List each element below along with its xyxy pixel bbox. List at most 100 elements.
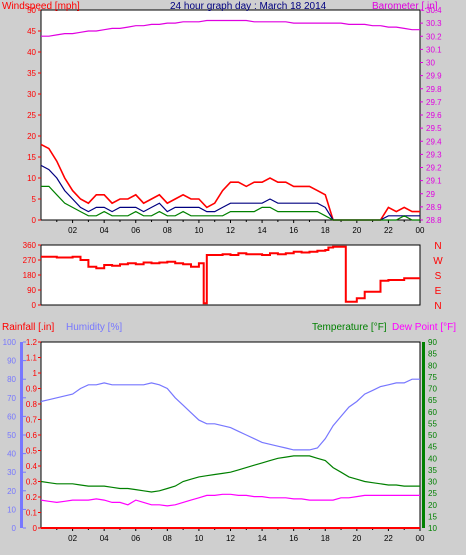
y-tick-label: 0.2: [26, 493, 38, 502]
x-tick-label: 08: [163, 226, 172, 235]
y-tick-label: 29.7: [426, 98, 442, 107]
y-tick-label: 1: [33, 369, 38, 378]
y-tick-label: 29.2: [426, 164, 442, 173]
gust-series-line: [41, 185, 420, 221]
x-tick-label: 18: [321, 226, 330, 235]
y-tick-label: 1.2: [26, 338, 38, 347]
y-tick-label: 0: [32, 301, 37, 310]
y-tick-label: 29.9: [426, 72, 442, 81]
y-tick-label: 90: [428, 338, 437, 347]
x-tick-label: 22: [384, 534, 393, 543]
y-tick-label: 0.5: [26, 447, 38, 456]
x-tick-label: 04: [100, 226, 109, 235]
compass-label: N: [434, 241, 441, 252]
y-tick-label: 0.4: [26, 462, 38, 471]
humidity-axis-label: Humidity [%]: [66, 322, 122, 333]
wind-baro-plot-area: [40, 9, 421, 221]
y-tick-label: 0.3: [26, 478, 38, 487]
y-tick-label: 360: [23, 241, 37, 250]
y-tick-label: 60: [7, 412, 16, 421]
y-tick-label: 35: [428, 466, 437, 475]
temperature-axis-bar: [422, 342, 425, 528]
y-tick-label: 40: [7, 450, 16, 459]
x-tick-label: 10: [194, 226, 203, 235]
y-tick-label: 55: [428, 419, 437, 428]
y-tick-label: 29.6: [426, 111, 442, 120]
rain-temp-series: [40, 378, 420, 529]
y-tick-label: 270: [23, 256, 37, 265]
y-tick-label: 15: [428, 512, 437, 521]
direction-degree-ticks: 0 90 180 270 360: [23, 241, 41, 310]
y-tick-label: 29: [426, 190, 435, 199]
y-tick-label: 29.1: [426, 177, 442, 186]
x-tick-label: 00: [416, 534, 425, 543]
y-tick-label: 85: [428, 350, 437, 359]
y-tick-label: 0: [33, 524, 38, 533]
y-tick-label: 10: [428, 524, 437, 533]
compass-label: S: [435, 271, 442, 282]
y-tick-label: 1.1: [26, 354, 38, 363]
humidity-series-line: [40, 378, 420, 451]
x-tick-label: 16: [289, 534, 298, 543]
y-tick-label: 40: [428, 454, 437, 463]
baro-axis-label: Barometer [.in]: [372, 1, 438, 12]
y-tick-label: 70: [428, 385, 437, 394]
y-tick-label: 0.1: [26, 509, 38, 518]
wind-baro-series: [40, 19, 420, 221]
y-tick-label: 80: [428, 361, 437, 370]
x-tick-label: 14: [258, 226, 267, 235]
y-tick-label: 20: [428, 501, 437, 510]
y-tick-label: 50: [7, 431, 16, 440]
y-tick-label: 45: [428, 443, 437, 452]
x-tick-label: 10: [194, 534, 203, 543]
y-tick-label: 29.8: [426, 85, 442, 94]
y-tick-label: 70: [7, 394, 16, 403]
y-tick-label: 65: [428, 396, 437, 405]
wind-axis-label: Windspeed [mph]: [2, 1, 80, 12]
y-tick-label: 0.8: [26, 400, 38, 409]
dewpoint-axis-label: Dew Point [°F]: [392, 322, 456, 333]
temperature-axis-ticks: 10 15 20 25 30 35 40 45 50 55 60 65 70 75 80 85 90: [428, 338, 437, 533]
y-tick-label: 0: [32, 216, 37, 225]
y-tick-label: 30.1: [426, 45, 442, 54]
x-tick-label: 02: [68, 534, 77, 543]
y-tick-label: 40: [27, 48, 36, 57]
y-tick-label: 29.4: [426, 137, 442, 146]
wind-time-axis: 02 04 06 08 10 12 14 16 18 20 22 00: [56, 220, 425, 235]
compass-label: W: [433, 256, 443, 267]
baro-series-line: [41, 19, 420, 37]
x-tick-label: 04: [100, 534, 109, 543]
compass-label: E: [435, 286, 442, 297]
rain-temp-time-axis: 02 04 06 08 10 12 14 16 18 20 22 00: [56, 528, 425, 543]
y-tick-label: 30: [27, 90, 36, 99]
x-tick-label: 20: [352, 534, 361, 543]
y-tick-label: 30.2: [426, 32, 442, 41]
rain-axis-label: Rainfall [.in]: [2, 322, 54, 333]
y-tick-label: 28.9: [426, 203, 442, 212]
x-tick-label: 20: [352, 226, 361, 235]
y-tick-label: 10: [27, 174, 36, 183]
y-tick-label: 29.3: [426, 150, 442, 159]
y-tick-label: 5: [32, 195, 37, 204]
y-tick-label: 30: [428, 478, 437, 487]
y-tick-label: 15: [27, 153, 36, 162]
y-tick-label: 30: [426, 59, 435, 68]
y-tick-label: 28.8: [426, 216, 442, 225]
y-tick-label: 50: [428, 431, 437, 440]
y-tick-label: 30: [7, 468, 16, 477]
x-tick-label: 08: [163, 534, 172, 543]
y-tick-label: 45: [27, 27, 36, 36]
y-tick-label: 80: [7, 375, 16, 384]
baro-axis-ticks: 28.8 28.9 29 29.1 29.2 29.3 29.4 29.5 29.6 29.7 29…: [420, 6, 442, 225]
y-tick-label: 60: [428, 408, 437, 417]
y-tick-label: 100: [3, 338, 17, 347]
x-tick-label: 02: [68, 226, 77, 235]
y-tick-label: 90: [27, 286, 36, 295]
rain-axis-ticks: 0 0.1 0.2 0.3 0.4 0.5 0.6 0.7 0.8 0.9 1 1.1 1.2: [26, 338, 41, 533]
y-tick-label: 10: [7, 505, 16, 514]
x-tick-label: 22: [384, 226, 393, 235]
rain-temp-plot-area: [40, 341, 421, 529]
y-tick-label: 0: [12, 524, 17, 533]
